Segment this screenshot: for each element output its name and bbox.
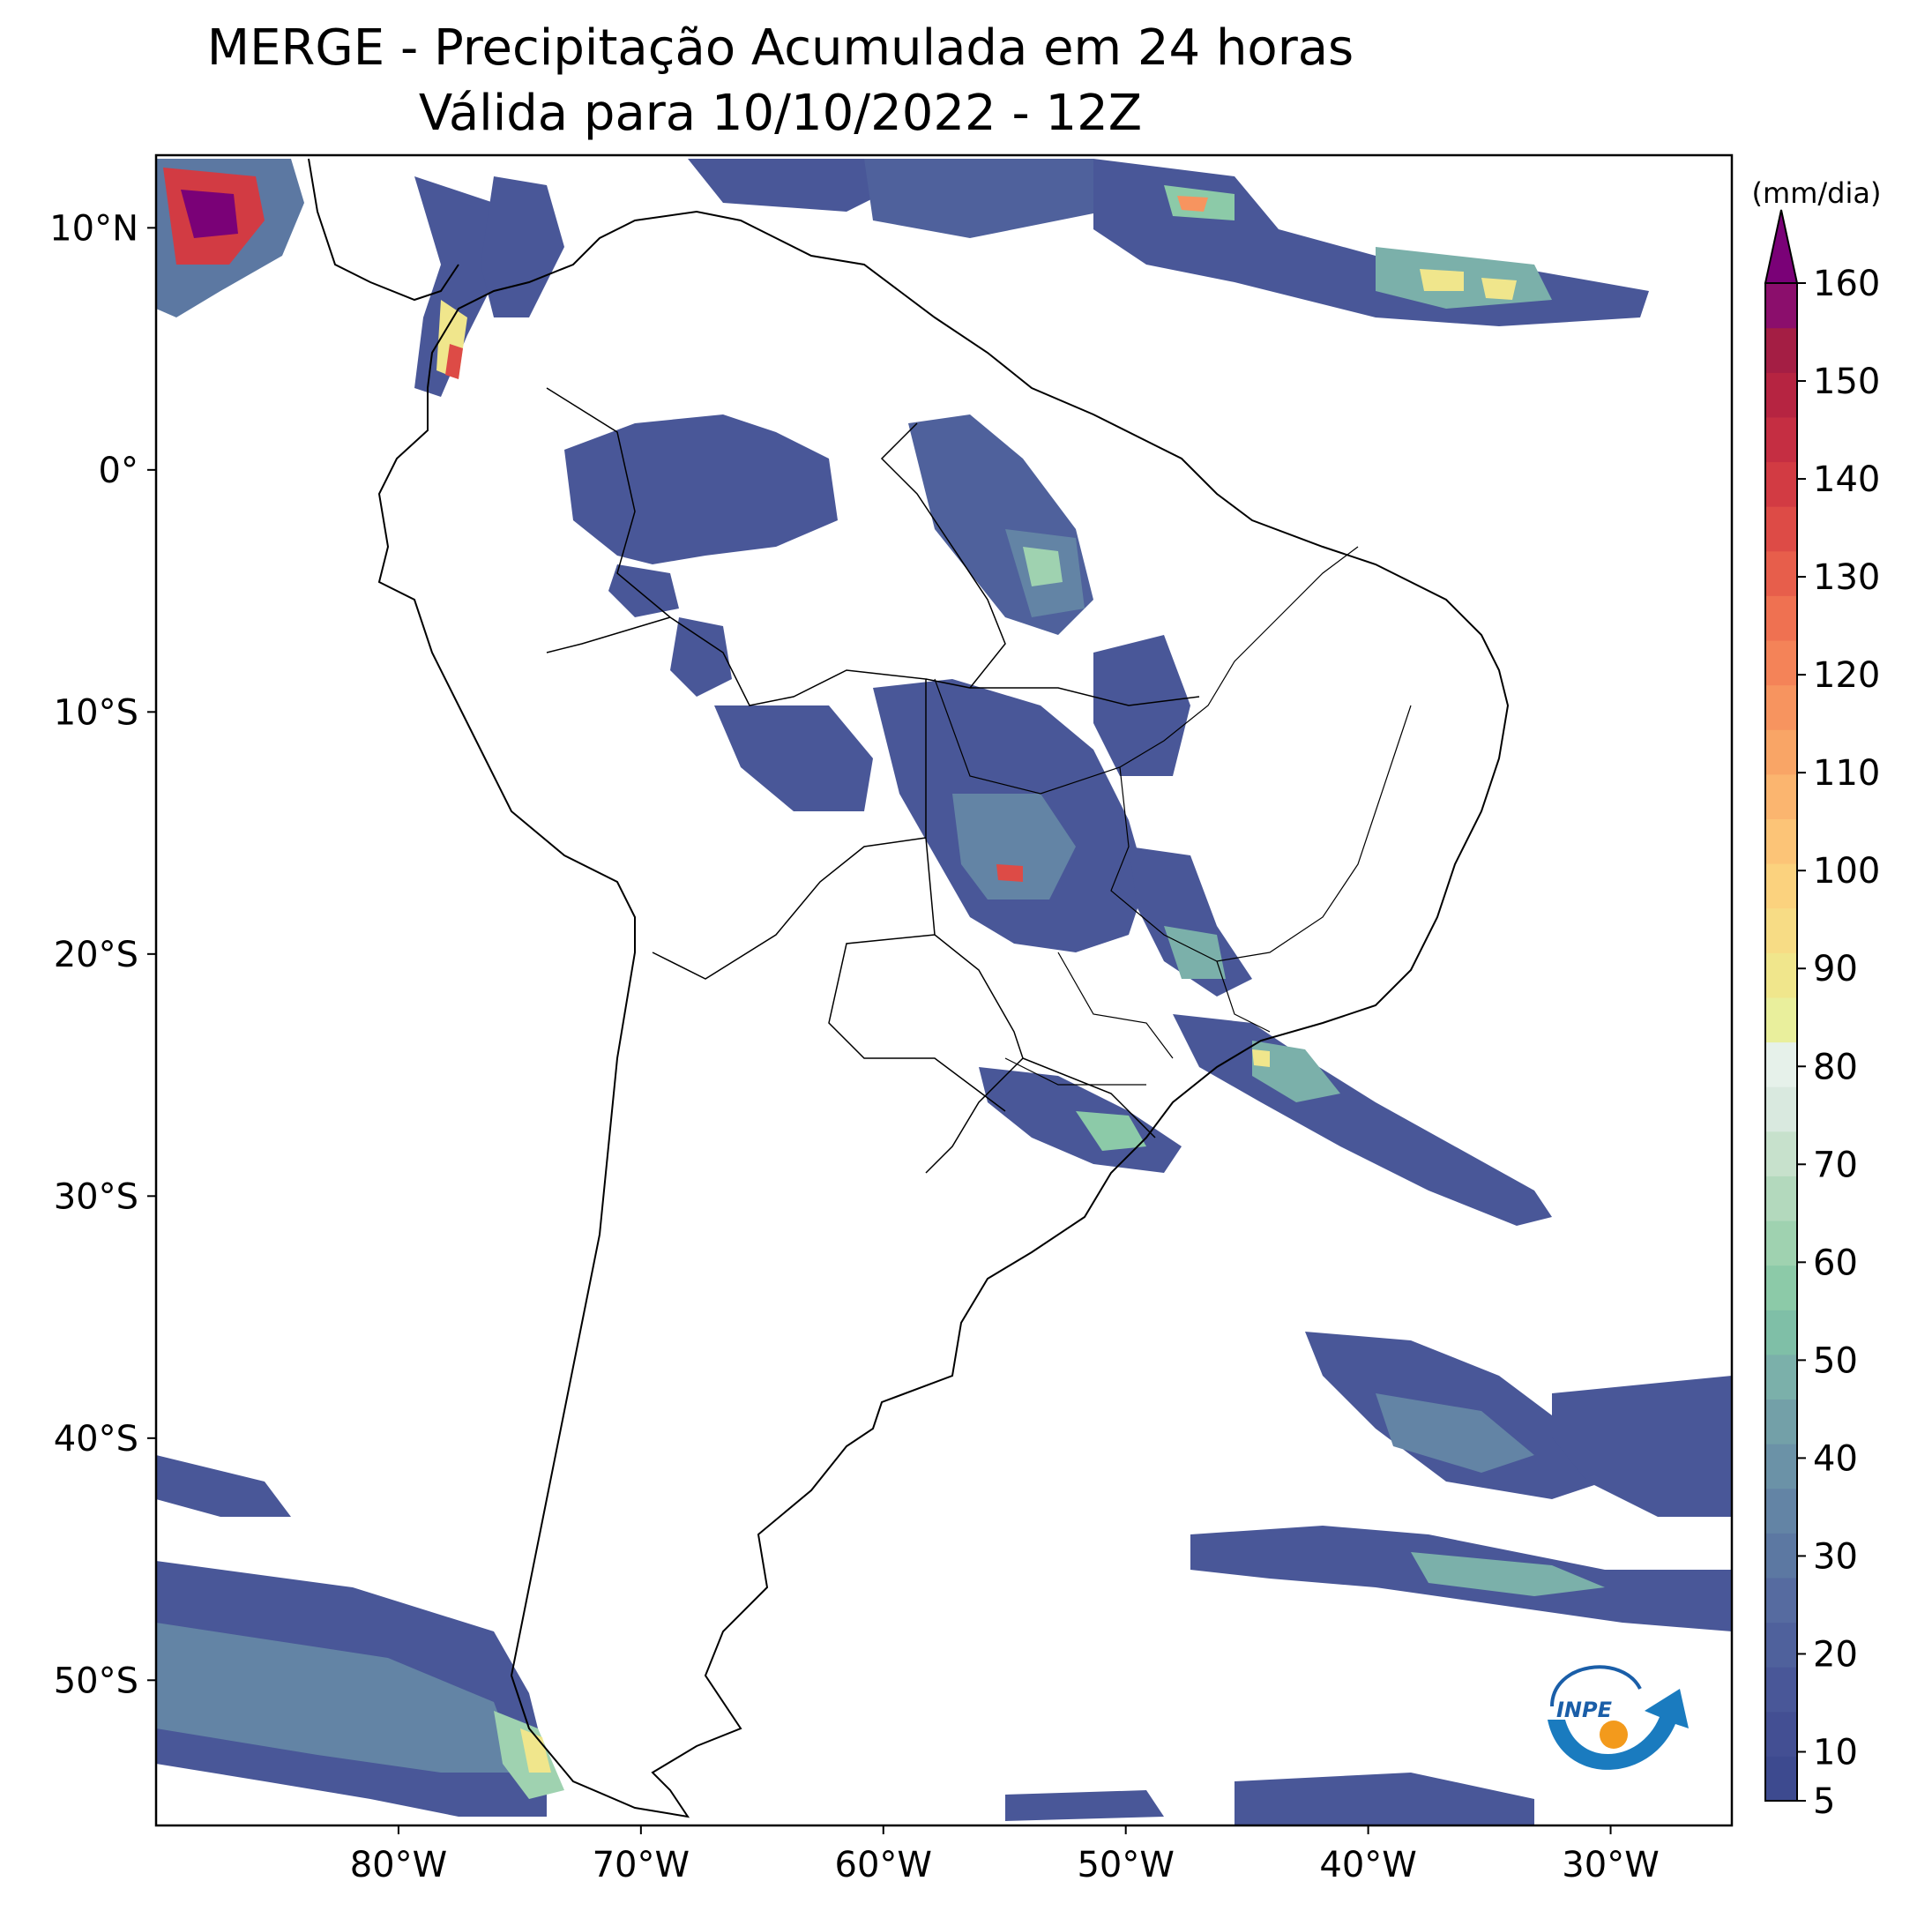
colorbar-tick-label: 90	[1813, 949, 1858, 989]
latitude-tick-label: 0°	[99, 451, 138, 491]
colorbar-segments	[1765, 283, 1797, 1802]
colorbar-segment	[1765, 952, 1797, 998]
colorbar-segment	[1765, 461, 1797, 507]
colorbar-segment	[1765, 997, 1797, 1043]
colorbar-segment	[1765, 863, 1797, 909]
colorbar-tick-label: 30	[1813, 1536, 1858, 1577]
colorbar-segment	[1765, 1220, 1797, 1266]
colorbar-segment	[1765, 506, 1797, 552]
central-america-coast	[308, 158, 459, 302]
longitude-tick-label: 50°W	[1077, 1845, 1174, 1885]
country-borders	[546, 387, 1200, 1174]
colorbar-tick-label: 100	[1813, 851, 1880, 892]
colorbar-segment	[1765, 907, 1797, 953]
latitude-ticks: 10°N 0° 10°S 20°S 30°S 40°S 50°S	[49, 208, 156, 1701]
rain-region-caribbean-band	[481, 159, 1649, 326]
latitude-tick-label: 40°S	[54, 1419, 138, 1459]
colorbar-tick-label: 70	[1813, 1145, 1858, 1185]
precipitation-field	[156, 159, 1732, 1825]
colorbar-segment	[1765, 1711, 1797, 1757]
latitude-tick-label: 10°S	[54, 692, 138, 733]
rain-region-amazon	[564, 414, 1093, 697]
latitude-tick-label: 50°S	[54, 1661, 138, 1701]
logo-sun-dot	[1600, 1721, 1628, 1749]
colorbar-segment	[1765, 1577, 1797, 1624]
latitude-tick-label: 10°N	[49, 208, 138, 249]
colorbar-ticks: 5 10 20 30 40 50 60 70 80 90 100 110 120 130 140 150 160	[1797, 264, 1880, 1822]
colorbar-segment	[1765, 327, 1797, 373]
logo-swoosh	[1548, 1689, 1689, 1770]
colorbar-segment	[1765, 595, 1797, 641]
colorbar-tick-label: 40	[1813, 1438, 1858, 1479]
logo-text: INPE	[1556, 1698, 1613, 1722]
colorbar-frame	[1764, 282, 1798, 1802]
colorbar-tick-label: 130	[1813, 557, 1880, 598]
colorbar-tick-label: 50	[1813, 1340, 1858, 1381]
map-border	[154, 153, 1734, 1827]
colorbar-segment	[1765, 1310, 1797, 1355]
latitude-tick-label: 30°S	[54, 1176, 138, 1217]
colorbar-segment	[1765, 283, 1797, 329]
colorbar-tick-label: 160	[1813, 264, 1880, 304]
colorbar-segment	[1765, 684, 1797, 730]
rain-region-central-america	[156, 159, 503, 397]
colorbar-segment	[1765, 729, 1797, 775]
colorbar-segment	[1765, 1265, 1797, 1310]
south-america-coastline	[377, 210, 1510, 1818]
rain-region-frontal-band	[979, 1014, 1552, 1226]
colorbar-segment	[1765, 372, 1797, 418]
rain-region-central-brazil	[714, 635, 1252, 997]
longitude-tick-label: 70°W	[593, 1845, 690, 1885]
longitude-ticks: 80°W 70°W 60°W 50°W 40°W 30°W	[350, 1825, 1660, 1885]
colorbar-segment	[1765, 1354, 1797, 1400]
inpe-logo: INPE	[1548, 1665, 1689, 1770]
colorbar-unit-label: (mm/dia)	[1752, 176, 1882, 210]
colorbar-segment	[1765, 1086, 1797, 1132]
colorbar-tick-label: 10	[1813, 1732, 1858, 1773]
coastlines-and-borders	[308, 158, 1510, 1818]
colorbar-segment	[1765, 1399, 1797, 1444]
colorbar-segment	[1765, 1131, 1797, 1176]
longitude-tick-label: 30°W	[1562, 1845, 1659, 1885]
colorbar-segment	[1765, 1756, 1797, 1802]
colorbar-segment	[1765, 1444, 1797, 1489]
colorbar-segment	[1765, 416, 1797, 463]
colorbar-segment	[1765, 1667, 1797, 1713]
colorbar-tick-label: 110	[1813, 753, 1880, 794]
longitude-tick-label: 40°W	[1319, 1845, 1416, 1885]
colorbar-tick-label: 20	[1813, 1634, 1858, 1675]
map-title: MERGE - Precipitação Acumulada em 24 hor…	[206, 19, 1354, 77]
colorbar-segment	[1765, 1488, 1797, 1534]
colorbar-segment	[1765, 818, 1797, 864]
colorbar: 5 10 20 30 40 50 60 70 80 90 100 110 120 130 140 150 160…	[1752, 176, 1882, 1822]
colorbar-tick-label: 150	[1813, 362, 1880, 402]
colorbar-tick-label: 80	[1813, 1047, 1858, 1087]
brazil-state-borders	[934, 546, 1412, 1086]
colorbar-segment	[1765, 1533, 1797, 1579]
colorbar-tick-label: 140	[1813, 459, 1880, 500]
colorbar-segment	[1765, 639, 1797, 686]
logo-orbit-arc	[1550, 1665, 1642, 1707]
longitude-tick-label: 80°W	[350, 1845, 447, 1885]
latitude-tick-label: 20°S	[54, 935, 138, 975]
colorbar-segment	[1765, 773, 1797, 820]
map-subtitle: Válida para 10/10/2022 - 12Z	[418, 85, 1143, 142]
colorbar-extend-triangle	[1764, 209, 1799, 284]
colorbar-tick-label: 60	[1813, 1243, 1858, 1283]
rain-region-southern-ocean	[156, 1332, 1732, 1825]
colorbar-segment	[1765, 1622, 1797, 1668]
colorbar-tick-label: 5	[1813, 1781, 1835, 1822]
longitude-tick-label: 60°W	[835, 1845, 932, 1885]
colorbar-segment	[1765, 1176, 1797, 1221]
colorbar-segment	[1765, 550, 1797, 596]
colorbar-tick-label: 120	[1813, 655, 1880, 696]
colorbar-segment	[1765, 1041, 1797, 1087]
